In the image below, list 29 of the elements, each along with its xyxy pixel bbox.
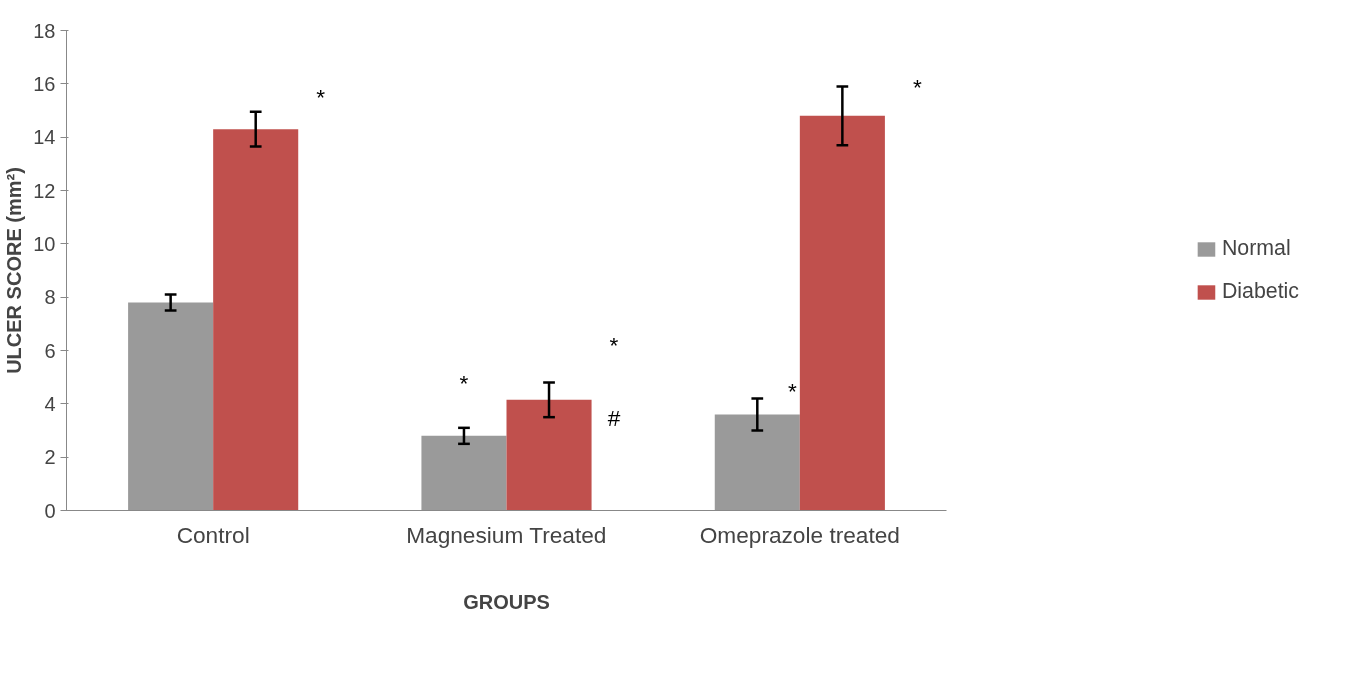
- y-tick-label: 10: [33, 232, 56, 255]
- x-axis-title: GROUPS: [463, 590, 550, 613]
- bar: [213, 129, 299, 511]
- x-tick-label: Control: [176, 521, 250, 548]
- y-tick-label: 4: [44, 392, 56, 415]
- bar: [799, 115, 885, 511]
- y-tick-label: 16: [33, 72, 56, 95]
- bar: [714, 414, 800, 511]
- bar: [421, 435, 507, 511]
- y-tick-label: 12: [33, 179, 56, 202]
- annotation: #: [607, 404, 621, 431]
- y-tick-label: 2: [44, 446, 56, 469]
- annotation: *: [316, 83, 326, 110]
- y-tick-label: 0: [44, 499, 56, 522]
- annotation: *: [609, 331, 619, 358]
- y-tick-label: 14: [33, 126, 56, 149]
- annotation: *: [459, 369, 469, 396]
- x-tick-label: Magnesium Treated: [406, 521, 607, 548]
- y-tick-label: 18: [33, 19, 56, 42]
- legend-label: Normal: [1221, 236, 1291, 261]
- legend-label: Diabetic: [1221, 279, 1300, 304]
- y-axis-title: ULCER SCORE (mm²): [3, 167, 26, 374]
- annotation: *: [912, 73, 922, 100]
- y-tick-label: 8: [44, 286, 56, 309]
- x-tick-label: Omeprazole treated: [699, 521, 900, 548]
- bar: [506, 399, 592, 511]
- bar: [128, 302, 214, 511]
- annotation: *: [787, 377, 797, 404]
- y-tick-label: 6: [44, 339, 56, 362]
